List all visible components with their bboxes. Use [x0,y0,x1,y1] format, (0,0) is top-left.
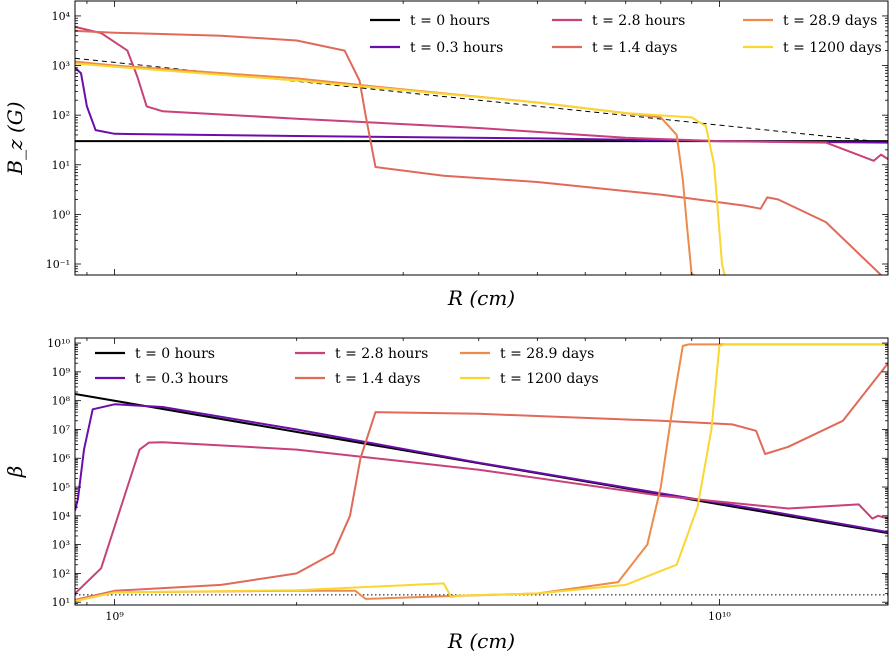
legend-entry-5: t = 1200 days [460,371,599,387]
y-tick-label: 10⁵ [52,481,70,494]
top-panel: 10⁻¹ 10⁰ 10¹ 10² 10³ 10⁴ R (cm) B_z (G) t = 0 ho… [3,0,889,310]
y-tick-label: 10⁷ [52,423,71,436]
legend-label: t = 1200 days [783,40,882,56]
y-tick-label: 10¹ [52,596,70,609]
legend-entry-4: t = 28.9 days [743,13,877,29]
legend-label: t = 0.3 hours [135,371,228,387]
y-tick-label: 10⁶ [52,452,71,465]
legend-entry-5: t = 1200 days [743,40,882,56]
legend-entry-2: t = 2.8 hours [552,13,685,29]
legend-label: t = 0 hours [410,13,490,29]
legend-entry-1: t = 0.3 hours [95,371,228,387]
x-tick-label: 10⁹ [105,610,124,623]
series-line-5 [75,343,888,602]
y-axis-label: β [3,466,27,479]
y-axis-label: B_z (G) [3,101,27,175]
y-tick-label: 10⁰ [52,208,71,221]
y-tick-label: 10² [52,567,70,580]
series-line-1 [75,67,888,144]
legend-entry-0: t = 0 hours [95,346,215,362]
legend-label: t = 0 hours [135,346,215,362]
legend-entry-2: t = 2.8 hours [295,346,428,362]
legend-label: t = 28.9 days [783,13,877,29]
legend-entry-4: t = 28.9 days [460,346,594,362]
series-line-3 [75,29,882,275]
legend-entry-3: t = 1.4 days [552,40,677,56]
plot-frame [74,0,889,276]
y-tick-label: 10⁹ [52,366,71,379]
y-tick-label: 10¹⁰ [47,337,70,350]
y-tick-label: 10⁸ [52,395,71,408]
y-tick-label: 10³ [52,60,70,73]
y-tick-label: 10⁴ [52,510,71,523]
plot-frame [74,337,889,606]
series-line-5 [75,62,726,275]
series-line-4 [75,60,695,275]
y-tick-label: 10³ [52,539,70,552]
y-tick-label: 10⁴ [52,10,71,23]
x-axis-label: R (cm) [447,629,515,653]
legend-label: t = 2.8 hours [592,13,685,29]
legend-label: t = 1200 days [500,371,599,387]
legend-label: t = 1.4 days [335,371,420,387]
series-line-2 [75,25,888,162]
y-tick-label: 10⁻¹ [46,258,70,271]
legend-entry-1: t = 0.3 hours [370,40,503,56]
legend-label: t = 2.8 hours [335,346,428,362]
x-tick-label: 10¹⁰ [708,610,731,623]
legend-label: t = 28.9 days [500,346,594,362]
series-line-2 [75,441,888,595]
y-tick-label: 10¹ [52,159,70,172]
series-line-3 [75,362,888,601]
legend-entry-0: t = 0 hours [370,13,490,29]
y-tick-label: 10² [52,109,70,122]
legend-label: t = 1.4 days [592,40,677,56]
bottom-panel: 10¹ 10² 10³ 10⁴ 10⁵ 10⁶ 10⁷ 10⁸ 10⁹ 10¹⁰ 10⁹ 10¹⁰ R … [3,337,889,653]
legend-entry-3: t = 1.4 days [295,371,420,387]
x-axis-label: R (cm) [447,286,515,310]
legend-label: t = 0.3 hours [410,40,503,56]
